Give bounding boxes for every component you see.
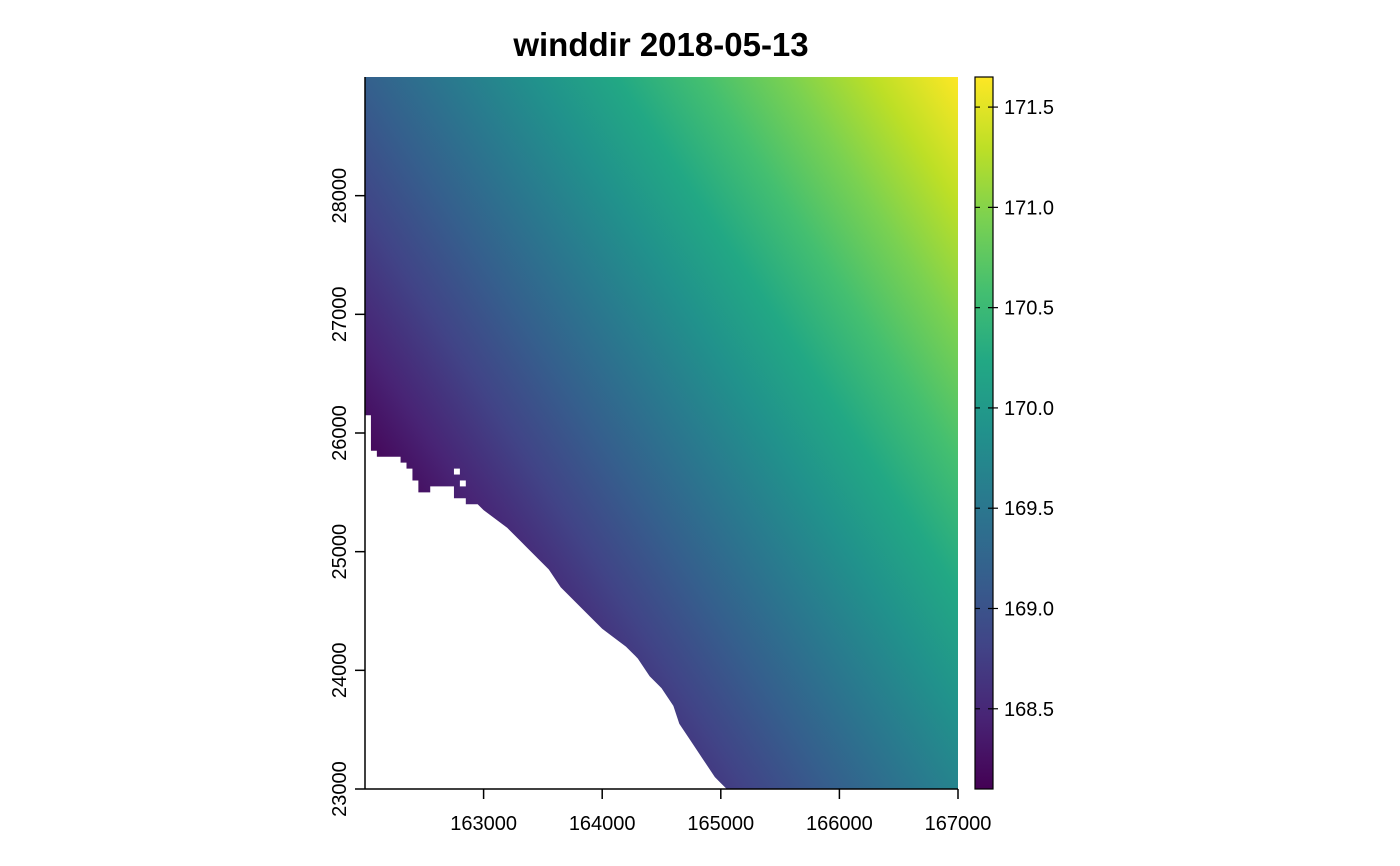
colorbar-tick-label: 171.0 xyxy=(1004,197,1054,219)
y-tick-label: 27000 xyxy=(329,287,351,343)
colorbar-ticks: 168.5 169.0 169.5 170.0 170.5 171.0 171.5 xyxy=(975,97,1054,721)
x-tick-label: 163000 xyxy=(450,813,517,835)
raster-gap-cell xyxy=(453,468,460,475)
colorbar-tick-label: 170.5 xyxy=(1004,298,1054,320)
raster-gaps xyxy=(453,468,466,487)
x-tick-label: 167000 xyxy=(925,813,992,835)
x-tick-label: 166000 xyxy=(806,813,873,835)
colorbar-tick-label: 169.5 xyxy=(1004,498,1054,520)
colorbar-tick-label: 171.5 xyxy=(1004,97,1054,119)
x-tick-label: 165000 xyxy=(687,813,754,835)
colorbar-tick-label: 168.5 xyxy=(1004,699,1054,721)
colorbar-ramp xyxy=(974,76,994,790)
colorbar-tick-label: 169.0 xyxy=(1004,598,1054,620)
plot-area: 163000 164000 165000 166000 167000 23000 24000… xyxy=(329,77,991,835)
colorbar-tick-label: 170.0 xyxy=(1004,398,1054,420)
raster-gap-cell xyxy=(459,480,466,487)
y-tick-label: 25000 xyxy=(329,524,351,580)
chart-title: winddir 2018-05-13 xyxy=(512,26,808,63)
axes: 163000 164000 165000 166000 167000 23000 24000… xyxy=(329,77,991,835)
winddir-raster xyxy=(365,77,958,789)
colorbar: 168.5 169.0 169.5 170.0 170.5 171.0 171.5 xyxy=(974,76,1054,790)
x-tick-label: 164000 xyxy=(569,813,636,835)
y-tick-label: 23000 xyxy=(329,761,351,817)
y-tick-label: 26000 xyxy=(329,405,351,461)
y-tick-label: 24000 xyxy=(329,643,351,699)
y-tick-label: 28000 xyxy=(329,168,351,224)
